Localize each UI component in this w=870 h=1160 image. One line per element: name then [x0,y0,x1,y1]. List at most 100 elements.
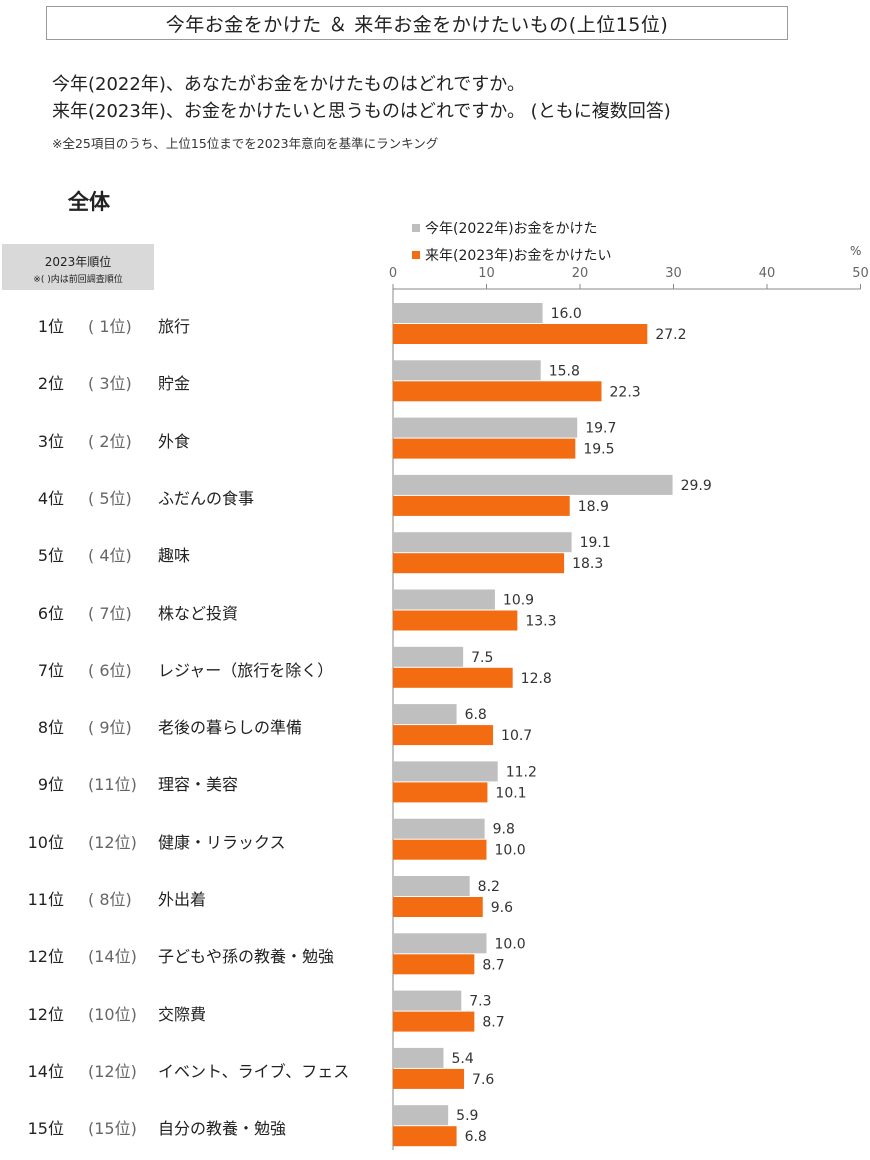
bar-2022 [393,417,578,438]
bar-2022 [393,1047,444,1068]
data-label: 6.8 [465,707,487,723]
legend-item-2023: 来年(2023年)お金をかけたい [412,245,612,265]
data-label: 15.8 [549,363,580,379]
legend-label-2022: 今年(2022年)お金をかけた [425,221,598,237]
category-name: ふだんの食事 [158,488,255,508]
data-label: 9.8 [493,822,515,838]
bar-2022 [393,589,495,610]
x-tick-label: 30 [665,266,682,281]
data-label: 10.0 [495,936,526,952]
bar-2023 [393,1126,457,1147]
x-tick-label: 10 [478,266,495,281]
category-prev-rank: (12位) [88,1061,137,1081]
bar-2022 [393,933,487,954]
category-prev-rank: ( 5位) [88,488,132,508]
question-2022: 今年(2022年)、あなたがお金をかけたものはどれですか。 [52,74,525,95]
bar-2023 [393,610,518,631]
data-label: 7.6 [472,1072,494,1088]
data-label: 10.1 [495,785,526,801]
section-label: 全体 [68,190,110,214]
category-prev-rank: ( 1位) [88,317,132,336]
data-label: 7.3 [469,994,491,1010]
bar-2023 [393,381,602,402]
legend-item-2022: 今年(2022年)お金をかけた [412,218,598,238]
category-name: 老後の暮らしの準備 [158,718,303,738]
data-label: 8.7 [482,1015,504,1031]
category-name: 外食 [158,431,191,451]
category-prev-rank: (15位) [88,1119,137,1139]
legend-swatch-2023 [412,251,420,259]
category-prev-rank: (14位) [88,947,137,967]
data-label: 6.8 [465,1129,487,1145]
data-label: 29.9 [681,478,712,494]
bar-2023 [393,1011,475,1032]
data-label: 10.7 [501,728,532,744]
data-label: 5.9 [456,1108,478,1124]
bar-2022 [393,1105,449,1126]
data-label: 10.0 [495,843,526,859]
x-tick-label: 0 [389,266,397,281]
legend-swatch-2022 [412,224,420,232]
axis-unit: % [850,244,862,258]
category-name: 旅行 [158,317,191,336]
question-2023: 来年(2023年)、お金をかけたいと思うものはどれですか。 (ともに複数回答) [52,101,671,122]
bar-2023 [393,438,576,459]
category-rank: 7位 [37,660,64,680]
category-rank: 12位 [27,947,64,967]
category-name: 株など投資 [158,603,239,623]
data-label: 12.8 [521,671,552,687]
bar-2023 [393,667,513,688]
bar-2022 [393,646,464,667]
bar-2022 [393,704,457,725]
data-label: 22.3 [610,384,641,400]
category-rank: 4位 [37,488,64,508]
category-name: レジャー（旅行を除く） [158,660,334,680]
rank-column-header: 2023年順位 ※( )内は前回調査順位 [2,244,154,290]
bar-2022 [393,761,498,782]
bar-2023 [393,495,570,516]
bar-2023 [393,725,494,746]
category-rank: 14位 [27,1061,64,1081]
data-label: 18.3 [572,556,603,572]
category-prev-rank: (12位) [88,832,137,852]
bar-2022 [393,876,470,896]
category-prev-rank: ( 2位) [88,431,132,451]
category-name: イベント、ライブ、フェス [158,1061,350,1081]
rank-header-line1: 2023年順位 [44,255,112,269]
data-label: 5.4 [451,1051,473,1067]
category-rank: 5位 [37,546,64,566]
data-label: 8.2 [478,879,500,895]
x-tick-label: 40 [759,266,776,281]
category-prev-rank: (11位) [88,775,137,795]
data-label: 18.9 [578,499,609,515]
bar-2022 [393,360,541,381]
data-label: 19.1 [580,535,611,551]
data-label: 19.5 [583,442,614,458]
category-name: 外出着 [158,890,207,909]
category-rank: 9位 [37,775,64,795]
category-prev-rank: ( 7位) [88,603,132,623]
category-rank: 3位 [37,431,64,451]
category-rank: 8位 [37,718,64,738]
category-rank: 12位 [27,1004,64,1024]
category-rank: 15位 [27,1119,64,1139]
category-rank: 10位 [27,832,64,852]
bar-2023 [393,782,488,803]
data-label: 16.0 [551,306,582,322]
category-prev-rank: ( 3位) [88,374,132,394]
bar-2023 [393,324,648,344]
category-prev-rank: ( 8位) [88,890,132,909]
bar-2023 [393,839,487,860]
bar-2022 [393,532,572,553]
category-name: 貯金 [158,374,191,394]
category-name: 理容・美容 [158,775,239,795]
category-name: 趣味 [158,546,191,566]
x-tick-label: 50 [852,266,869,281]
category-name: 交際費 [158,1004,207,1024]
rank-header-line2: ※( )内は前回調査順位 [33,275,123,285]
bar-2022 [393,818,485,839]
bar-2022 [393,303,543,323]
category-name: 自分の教養・勉強 [158,1119,287,1139]
data-label: 10.9 [503,593,534,609]
